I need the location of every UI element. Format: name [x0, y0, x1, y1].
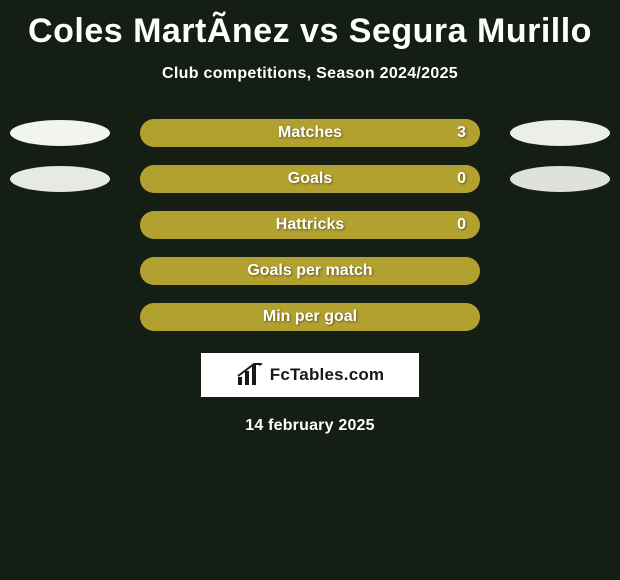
player-left-oval	[10, 120, 110, 146]
brand-text: FcTables.com	[270, 365, 385, 385]
stat-bar: Matches 3	[140, 119, 480, 147]
stat-label: Goals	[288, 170, 332, 188]
stat-row: Min per goal	[0, 303, 620, 331]
player-right-oval	[510, 120, 610, 146]
stat-value: 0	[457, 170, 466, 188]
comparison-date: 14 february 2025	[0, 417, 620, 435]
stat-label: Matches	[278, 124, 342, 142]
stat-row: Goals per match	[0, 257, 620, 285]
player-right-oval	[510, 166, 610, 192]
stat-row: Hattricks 0	[0, 211, 620, 239]
stat-bar: Goals 0	[140, 165, 480, 193]
brand-logo: FcTables.com	[201, 353, 419, 397]
stat-row: Goals 0	[0, 165, 620, 193]
stat-label: Hattricks	[276, 216, 344, 234]
bar-chart-icon	[236, 363, 264, 387]
stats-container: Matches 3 Goals 0 Hattricks 0 Goals per …	[0, 119, 620, 331]
stat-label: Min per goal	[263, 308, 357, 326]
comparison-title: Coles MartÃnez vs Segura Murillo	[0, 0, 620, 51]
stat-bar: Goals per match	[140, 257, 480, 285]
stat-value: 0	[457, 216, 466, 234]
player-left-oval	[10, 166, 110, 192]
stat-value: 3	[457, 124, 466, 142]
stat-label: Goals per match	[247, 262, 372, 280]
stat-bar: Min per goal	[140, 303, 480, 331]
stat-row: Matches 3	[0, 119, 620, 147]
comparison-subtitle: Club competitions, Season 2024/2025	[0, 65, 620, 83]
stat-bar: Hattricks 0	[140, 211, 480, 239]
